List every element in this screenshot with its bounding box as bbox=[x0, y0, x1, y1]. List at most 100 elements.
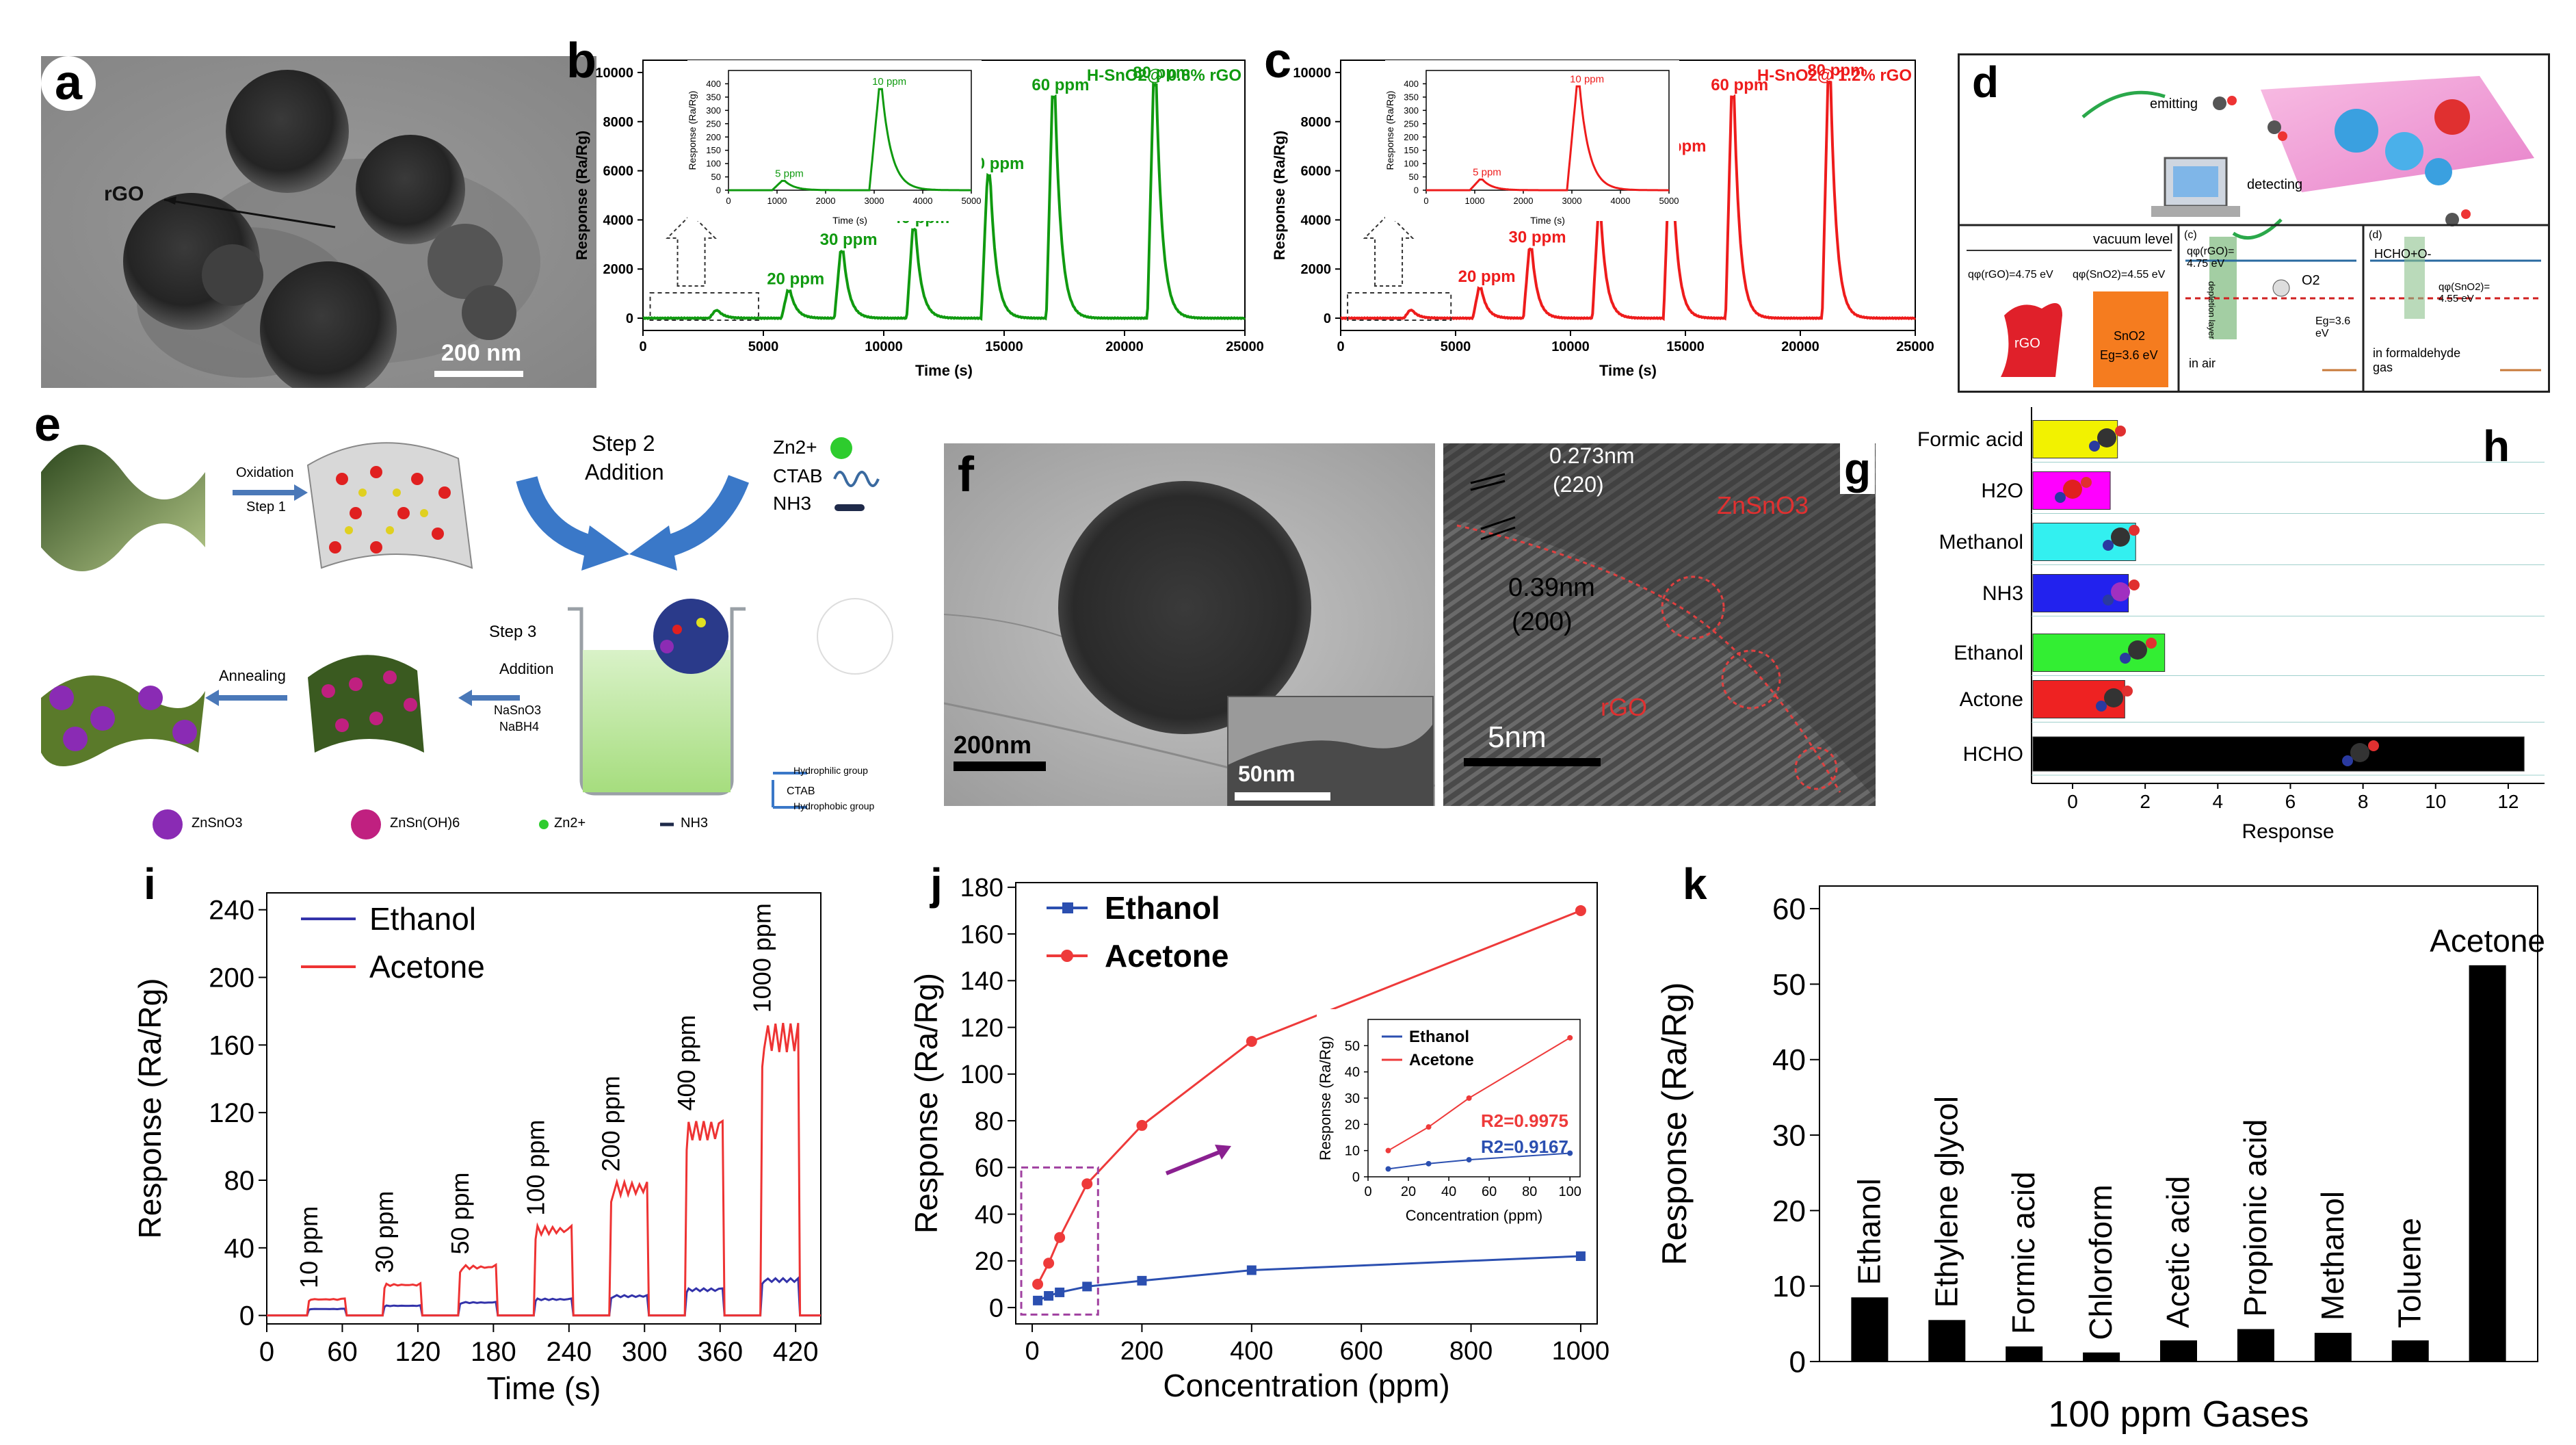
panel-h-x-tick-label: 0 bbox=[2067, 791, 2078, 812]
panel-h-molecule-atom bbox=[2129, 580, 2140, 590]
panel-j-inset-point-0 bbox=[1466, 1157, 1472, 1163]
panel-c-inset-y-tick-label: 0 bbox=[1414, 185, 1419, 196]
panel-b-letter: b bbox=[566, 34, 596, 88]
panel-h-molecule-atom bbox=[2097, 428, 2116, 447]
panel-j-plot-frame bbox=[1015, 882, 1598, 1325]
panel-b-zoom-box bbox=[649, 292, 759, 321]
panel-e-ctab: CTAB bbox=[787, 785, 815, 797]
panel-k-chart: 0 10 20 30 40 50 60 Response (Ra/Rg) Ethanol Ethy… bbox=[1655, 885, 2545, 1435]
panel-j-inset-x-tick-label: 60 bbox=[1482, 1184, 1497, 1199]
panel-j-inset-point-1 bbox=[1385, 1147, 1391, 1154]
panel-j-y-tick-label: 0 bbox=[989, 1294, 1003, 1323]
panel-i-x-tick-label: 120 bbox=[395, 1337, 441, 1367]
panel-h-molecule-atom bbox=[2055, 492, 2066, 503]
panel-k: k 0 10 20 30 40 50 60 Response (Ra/Rg) Ethanol Et… bbox=[1648, 845, 2551, 1440]
panel-c-zoom-arrow bbox=[1363, 213, 1415, 287]
panel-b-peak-label-6: 80 ppm bbox=[1133, 64, 1190, 82]
panel-k-bar-0 bbox=[1851, 1297, 1889, 1362]
panel-a-letter: a bbox=[41, 56, 96, 111]
panel-j-inset-series-0 bbox=[1388, 1152, 1570, 1170]
panel-g: g 0.273nm (220) 0.39nm (200) ZnSnO3 rGO … bbox=[1443, 443, 1876, 806]
panel-j-zoom-arrow bbox=[1165, 1149, 1222, 1175]
panel-h-molecule-atom bbox=[2368, 740, 2379, 751]
panel-d-vacuum-level: vacuum level bbox=[2093, 232, 2173, 247]
panel-e-hydrophobic: Hydrophobic group bbox=[793, 800, 875, 811]
panel-k-bar-2 bbox=[2006, 1346, 2043, 1362]
panel-b-x-tick-label: 0 bbox=[639, 339, 646, 354]
panel-j-inset-y-tick-label: 0 bbox=[1352, 1170, 1360, 1185]
panel-b-inset-peak-label-1: 10 ppm bbox=[872, 76, 906, 88]
panel-j-point-1 bbox=[1043, 1258, 1055, 1269]
panel-j-y-tick-label: 20 bbox=[975, 1247, 1003, 1276]
panel-h-letter: h bbox=[2483, 421, 2510, 471]
panel-j-inset-r2-ethanol: R2=0.9167 bbox=[1481, 1136, 1568, 1157]
panel-c-inset-x-tick-label: 0 bbox=[1423, 196, 1428, 206]
panel-d-sub-c: (c) bbox=[2184, 229, 2197, 241]
panel-c-inset-line bbox=[1426, 85, 1669, 192]
panel-h-x-tick-label: 6 bbox=[2285, 791, 2296, 812]
panel-j-y-tick-label: 120 bbox=[960, 1014, 1003, 1043]
panel-k-category-label-5: Propionic acid bbox=[2237, 1119, 2273, 1317]
panel-i-pulse-label-6: 1000 ppm bbox=[748, 903, 776, 1013]
panel-d-emitting: emitting bbox=[2150, 96, 2198, 112]
panel-a-tem-image bbox=[41, 56, 596, 398]
panel-i-y-tick-label: 160 bbox=[209, 1030, 254, 1060]
panel-k-category-label-8: Acetone bbox=[2430, 923, 2545, 959]
panel-b-x-tick-label: 15000 bbox=[985, 339, 1023, 354]
panel-j-inset-bg bbox=[1317, 1009, 1587, 1221]
panel-d-in-air: in air bbox=[2189, 356, 2216, 370]
panel-b-inset-x-tick-label: 3000 bbox=[865, 196, 884, 206]
panel-h-molecule-atom bbox=[2089, 441, 2100, 452]
panel-c-inset-y-tick-label: 300 bbox=[1404, 105, 1419, 116]
panel-c-x-tick-label: 5000 bbox=[1441, 339, 1471, 354]
panel-e-legend-0: ZnSnO3 bbox=[192, 816, 243, 831]
panel-j-inset-y-axis-label: Response (Ra/Rg) bbox=[1317, 1036, 1334, 1160]
panel-h-x-tick-label: 4 bbox=[2213, 791, 2224, 812]
panel-i-pulse-label-4: 200 ppm bbox=[597, 1076, 625, 1171]
panel-g-hrtem-image bbox=[1443, 443, 1876, 806]
panel-j-chart: 0 200 400 600 800 100002040608010012014016018… bbox=[908, 874, 1609, 1403]
panel-j-inset-y-tick-label: 10 bbox=[1345, 1144, 1360, 1159]
panel-e-step2: Step 2 bbox=[592, 431, 655, 456]
panel-j-y-tick-label: 100 bbox=[960, 1060, 1003, 1089]
panel-k-bar-6 bbox=[2314, 1333, 2352, 1362]
panel-d-letter: d bbox=[1972, 57, 1999, 107]
panel-c-peak-label-2: 30 ppm bbox=[1509, 229, 1566, 247]
panel-d-eg2: Eg=3.6 eV bbox=[2315, 315, 2351, 339]
panel-c-inset-peak-label-0: 5 ppm bbox=[1473, 166, 1501, 178]
panel-j-inset-point-1 bbox=[1466, 1095, 1472, 1101]
panel-j-inset-x-tick-label: 100 bbox=[1559, 1184, 1581, 1199]
panel-c-inset-y-tick-label: 200 bbox=[1404, 132, 1419, 142]
panel-b-inset-y-tick-label: 350 bbox=[706, 92, 721, 102]
panel-f: f 200nm 50nm bbox=[944, 443, 1435, 806]
panel-k-category-label-0: Ethanol bbox=[1851, 1178, 1887, 1285]
panel-e-reagent-2: NH3 bbox=[773, 493, 812, 514]
panel-b-x-tick-label: 20000 bbox=[1105, 339, 1144, 354]
panel-e-schematic bbox=[41, 437, 893, 839]
panel-j-y-tick-label: 60 bbox=[975, 1154, 1003, 1183]
panel-e-legend-3: NH3 bbox=[681, 816, 709, 831]
panel-j-inset-x-tick-label: 80 bbox=[1522, 1184, 1537, 1199]
panel-b-material-label: H-SnO2@ 0.8% rGO bbox=[1087, 66, 1241, 85]
panel-h-chart: 0 2 4 6 8 10 12 Response Formic acid H2O Methanol N… bbox=[1917, 407, 2545, 843]
panel-d-in-hcho: in formaldehyde gas bbox=[2373, 346, 2461, 374]
panel-i-y-tick-label: 240 bbox=[209, 896, 254, 926]
panel-g-scale: 5nm bbox=[1488, 720, 1547, 754]
panel-h-x-tick-label: 2 bbox=[2140, 791, 2151, 812]
panel-h-molecule-atom bbox=[2115, 426, 2126, 437]
panel-j-letter: j bbox=[930, 859, 943, 909]
panel-d-wf-sno2-b: qφ(SnO2)= 4.55 eV bbox=[2439, 281, 2490, 304]
panel-i-legend-label-0: Ethanol bbox=[369, 901, 476, 937]
panel-d-schematic bbox=[1960, 76, 2548, 391]
panel-h-bar bbox=[2032, 634, 2166, 672]
panel-j: j 0 200 400 600 800 1000 0 20 40 60 80 100 120 140 160… bbox=[908, 845, 1635, 1440]
panel-k-y-tick-label: 30 bbox=[1772, 1119, 1806, 1152]
panel-c: c 0 5000 10000 15000 20000 25000 0 2000 4000 6000… bbox=[1259, 33, 1943, 392]
panel-c-y-axis-label: Response (Ra/Rg) bbox=[1271, 131, 1288, 260]
panel-i-x-tick-label: 420 bbox=[773, 1337, 819, 1367]
panel-j-y-tick-label: 40 bbox=[975, 1201, 1003, 1229]
panel-c-inset-y-tick-label: 400 bbox=[1404, 79, 1419, 89]
panel-j-y-tick-label: 160 bbox=[960, 920, 1003, 949]
panel-b-inset-x-tick-label: 2000 bbox=[816, 196, 836, 206]
panel-b-x-tick-label: 5000 bbox=[748, 339, 779, 354]
